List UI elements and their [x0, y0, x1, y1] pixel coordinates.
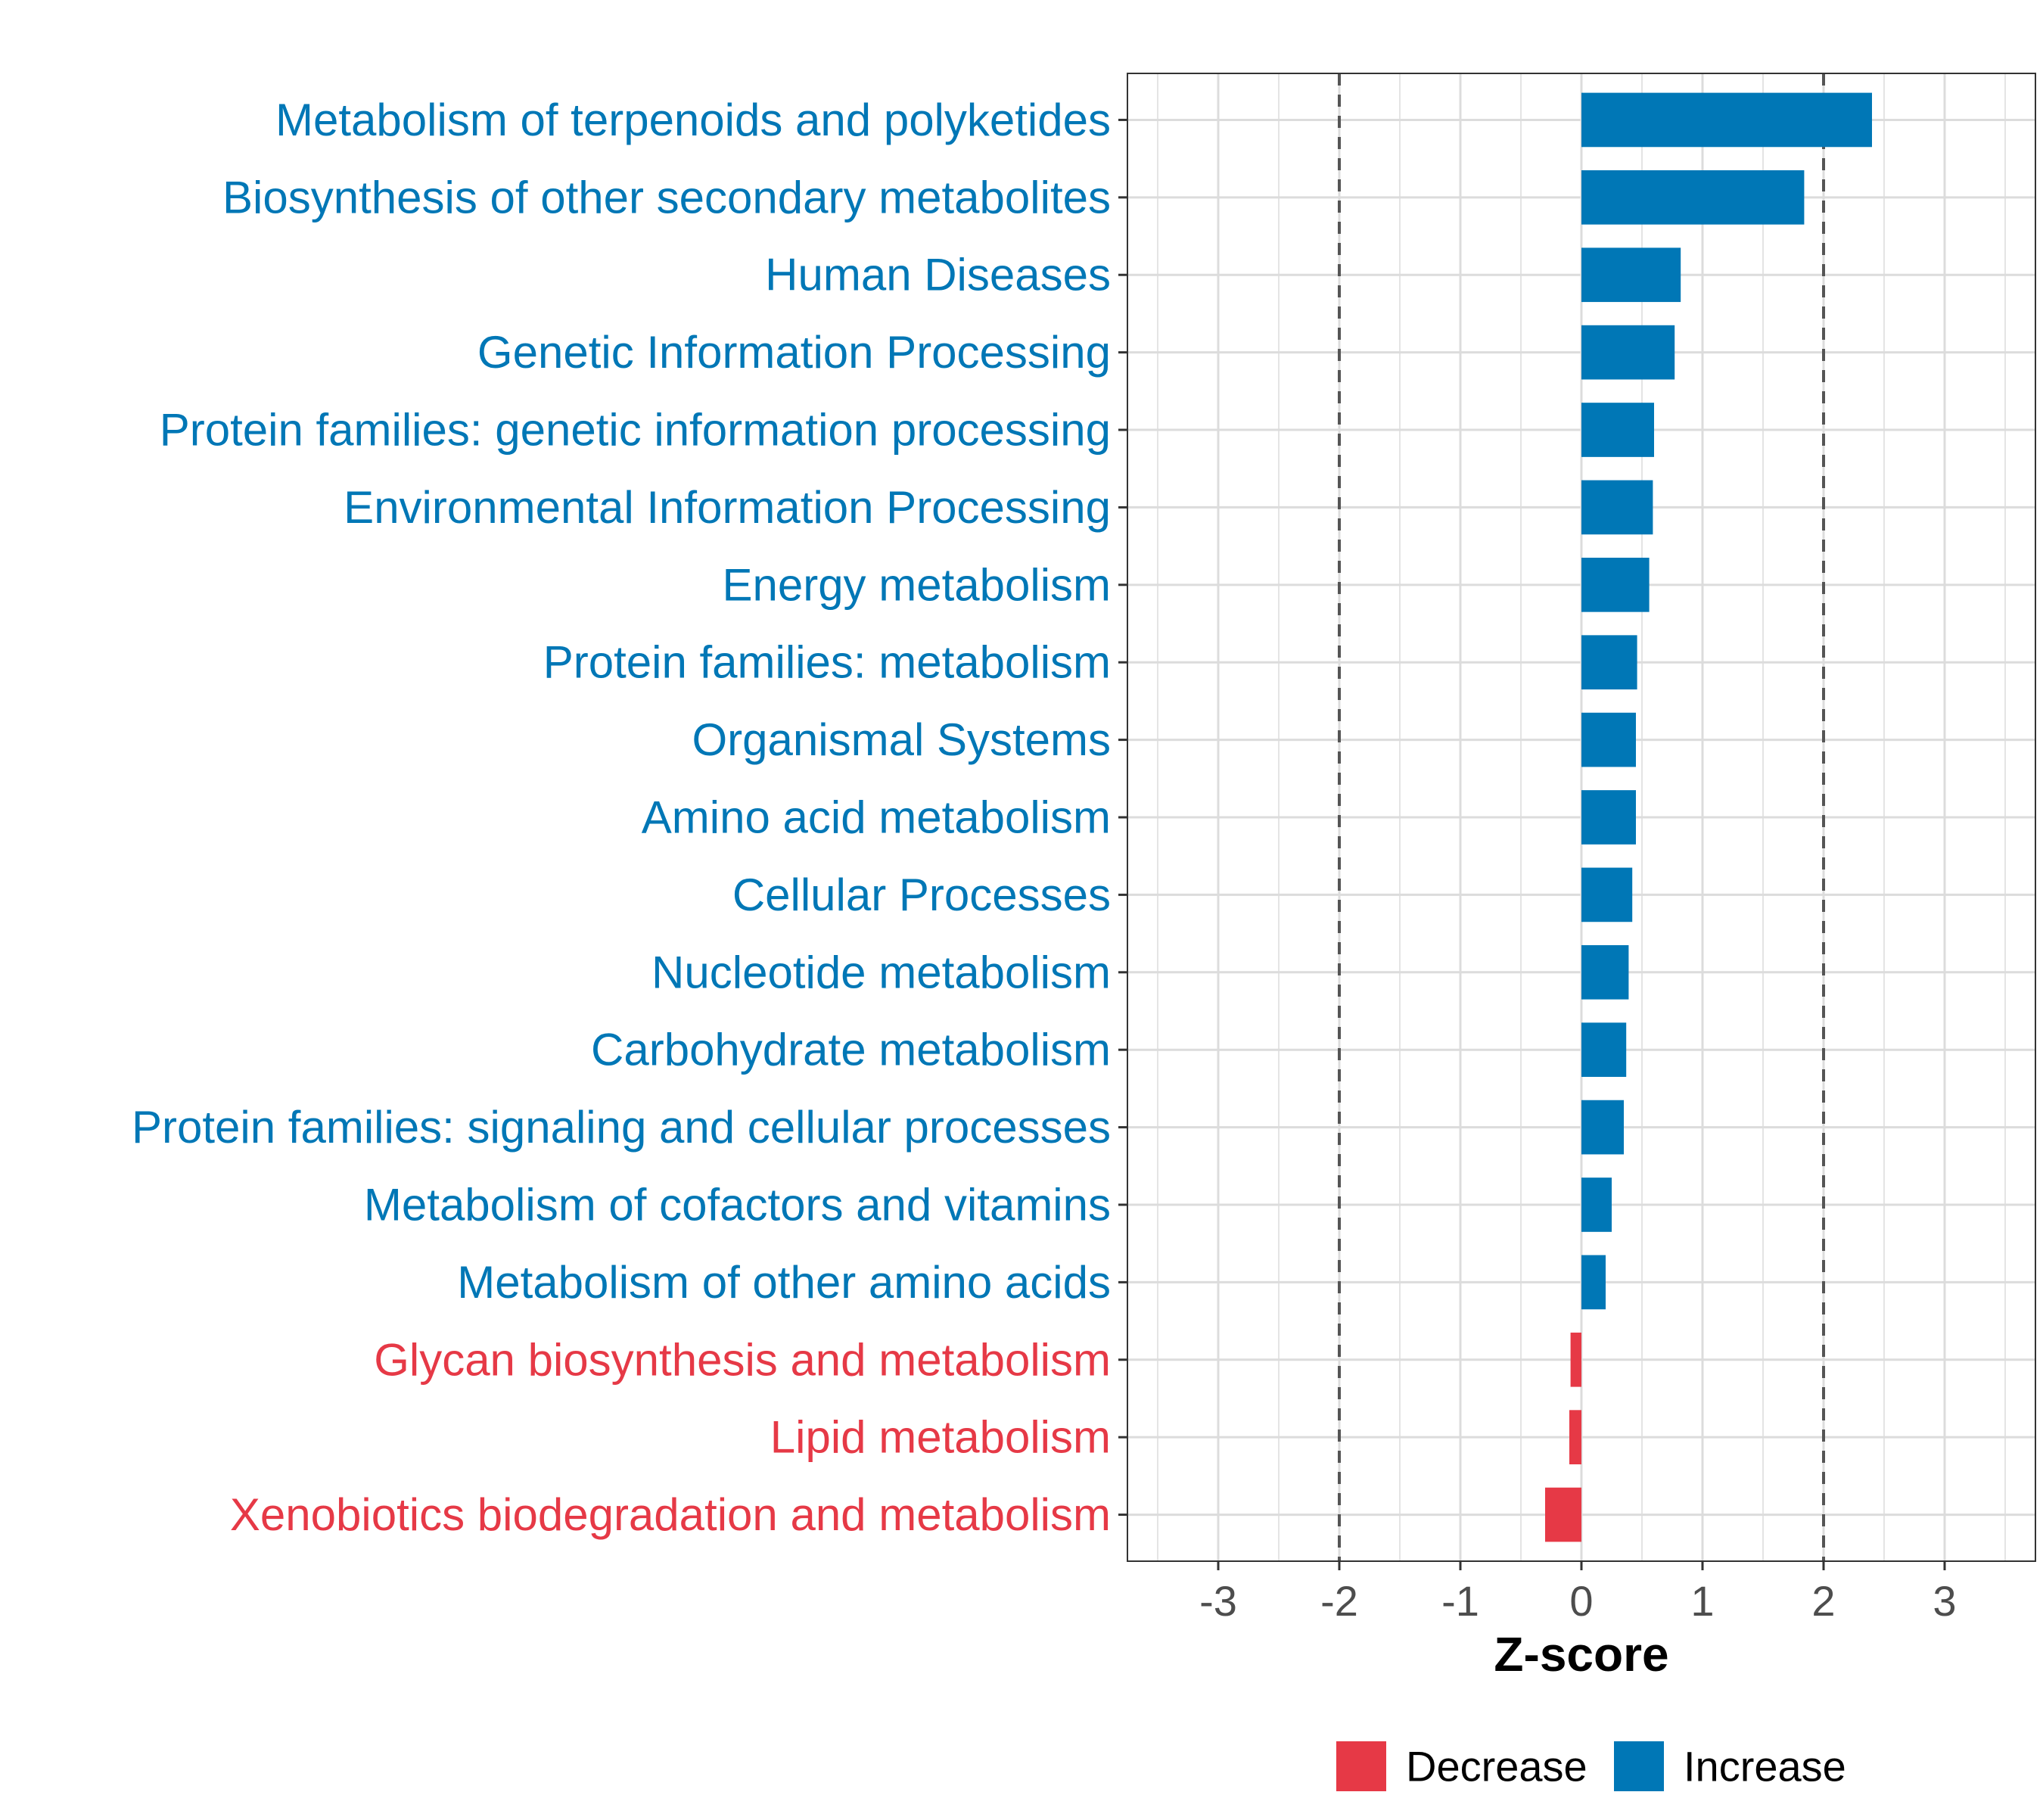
bar-genetic-information-processing: [1581, 325, 1675, 380]
bar-protein-families-signaling-and-cellular-processes: [1581, 1100, 1624, 1155]
y-axis-label: Organismal Systems: [692, 714, 1111, 765]
y-axis-label: Human Diseases: [765, 250, 1111, 300]
legend-label-decrease: Decrease: [1406, 1743, 1587, 1790]
y-axis-label: Lipid metabolism: [770, 1412, 1111, 1463]
y-axis-label: Cellular Processes: [732, 870, 1111, 920]
y-axis-label: Glycan biosynthesis and metabolism: [374, 1334, 1111, 1385]
y-axis-label: Genetic Information Processing: [477, 327, 1111, 378]
y-axis-label: Metabolism of cofactors and vitamins: [364, 1179, 1111, 1230]
bar-nucleotide-metabolism: [1581, 944, 1629, 1000]
y-axis-label: Carbohydrate metabolism: [591, 1025, 1111, 1075]
x-axis-tick-label: 3: [1933, 1577, 1956, 1625]
axes: Metabolism of terpenoids and polyketides…: [132, 95, 1957, 1625]
bar-protein-families-genetic-information-processing: [1581, 403, 1654, 457]
legend: Decrease Increase: [1336, 1741, 1846, 1791]
x-axis-tick-label: -2: [1320, 1577, 1358, 1625]
x-axis-tick-label: 0: [1569, 1577, 1593, 1625]
x-axis-tick-label: 1: [1690, 1577, 1714, 1625]
bar-metabolism-of-cofactors-and-vitamins: [1581, 1178, 1612, 1232]
bar-amino-acid-metabolism: [1581, 790, 1636, 845]
bar-energy-metabolism: [1581, 557, 1650, 612]
y-axis-label: Amino acid metabolism: [642, 792, 1111, 843]
legend-label-increase: Increase: [1684, 1743, 1846, 1790]
y-axis-label: Xenobiotics biodegradation and metabolis…: [230, 1489, 1111, 1540]
bar-protein-families-metabolism: [1581, 635, 1637, 690]
y-axis-label: Metabolism of other amino acids: [457, 1257, 1111, 1308]
bar-metabolism-of-other-amino-acids: [1581, 1255, 1606, 1310]
x-axis-tick-label: -3: [1199, 1577, 1237, 1625]
bar-carbohydrate-metabolism: [1581, 1022, 1627, 1078]
y-axis-label: Energy metabolism: [722, 559, 1111, 610]
bar-metabolism-of-terpenoids-and-polyketides: [1581, 92, 1872, 148]
bars: [1545, 92, 1872, 1542]
bar-environmental-information-processing: [1581, 480, 1653, 535]
bar-xenobiotics-biodegradation-and-metabolism: [1545, 1487, 1581, 1542]
bar-biosynthesis-of-other-secondary-metabolites: [1581, 170, 1805, 225]
x-axis-tick-label: 2: [1811, 1577, 1835, 1625]
bar-lipid-metabolism: [1569, 1410, 1581, 1465]
x-axis-title: Z-score: [1494, 1627, 1668, 1682]
x-axis-tick-label: -1: [1441, 1577, 1479, 1625]
reference-lines: [1338, 73, 1825, 1561]
bar-cellular-processes: [1581, 867, 1633, 922]
y-axis-label: Protein families: genetic information pr…: [160, 405, 1111, 456]
y-axis-label: Metabolism of terpenoids and polyketides: [275, 95, 1111, 145]
y-axis-label: Nucleotide metabolism: [651, 947, 1111, 997]
legend-key-decrease: [1336, 1741, 1386, 1791]
y-axis-label: Biosynthesis of other secondary metaboli…: [222, 172, 1111, 222]
y-axis-label: Environmental Information Processing: [344, 482, 1111, 533]
y-axis-label: Protein families: signaling and cellular…: [132, 1102, 1111, 1153]
bar-glycan-biosynthesis-and-metabolism: [1570, 1332, 1581, 1387]
legend-key-increase: [1614, 1741, 1664, 1791]
bar-organismal-systems: [1581, 712, 1636, 767]
bar-human-diseases: [1581, 247, 1681, 303]
y-axis-label: Protein families: metabolism: [543, 637, 1111, 688]
